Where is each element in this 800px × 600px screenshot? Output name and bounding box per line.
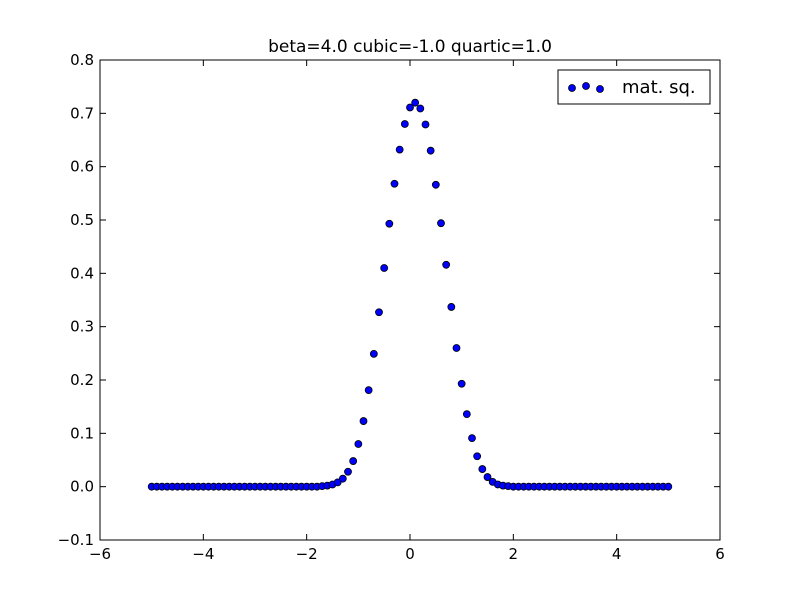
x-tick-label: −4 bbox=[192, 545, 214, 563]
points-layer bbox=[147, 98, 673, 491]
y-tick-label: 0.1 bbox=[70, 424, 94, 442]
chart-title: beta=4.0 cubic=-1.0 quartic=1.0 bbox=[268, 37, 552, 57]
y-tick-label: −0.1 bbox=[58, 531, 94, 549]
scatter-point bbox=[411, 98, 420, 107]
scatter-point bbox=[400, 120, 409, 128]
scatter-point bbox=[338, 474, 347, 483]
legend-marker bbox=[582, 82, 590, 90]
scatter-point bbox=[354, 440, 363, 448]
y-tick-label: 0.6 bbox=[70, 158, 94, 176]
scatter-point bbox=[447, 303, 456, 311]
scatter-point bbox=[344, 467, 352, 476]
scatter-point bbox=[369, 349, 378, 358]
scatter-point bbox=[442, 260, 451, 269]
scatter-point bbox=[406, 103, 414, 112]
scatter-point bbox=[664, 482, 673, 491]
x-tick-label: −6 bbox=[89, 545, 111, 563]
scatter-point bbox=[359, 417, 368, 425]
scatter-point bbox=[421, 120, 430, 129]
scatter-point bbox=[385, 219, 394, 228]
scatter-point bbox=[457, 379, 466, 388]
scatter-point bbox=[431, 180, 440, 189]
scatter-point bbox=[375, 308, 383, 317]
scatter-point bbox=[452, 344, 461, 352]
x-tick-label: 4 bbox=[612, 545, 622, 563]
ticks-layer: −6 −4 −2 0 2 4 6 −0.1 0.0 0.1 0.2 0.3 0.4 0.5 0.6 0.7 0.… bbox=[58, 51, 725, 563]
scatter-point bbox=[349, 457, 358, 465]
y-tick-label: 0.8 bbox=[70, 51, 94, 69]
plot-frame bbox=[99, 59, 721, 541]
scatter-point bbox=[426, 146, 435, 155]
x-tick-label: 0 bbox=[405, 545, 415, 563]
scatter-point bbox=[478, 465, 487, 473]
legend-marker bbox=[568, 84, 576, 92]
legend-marker bbox=[596, 85, 604, 93]
x-tick-label: −2 bbox=[296, 545, 318, 563]
scatter-point bbox=[380, 264, 389, 272]
scatter-point bbox=[473, 452, 482, 461]
y-tick-label: 0.7 bbox=[70, 104, 94, 122]
legend: mat. sq. bbox=[557, 69, 711, 105]
y-tick-label: 0.4 bbox=[70, 264, 94, 282]
scatter-point bbox=[333, 478, 342, 487]
scatter-point bbox=[395, 145, 404, 154]
scatter-point bbox=[364, 386, 373, 395]
y-tick-label: 0.0 bbox=[70, 478, 94, 496]
y-tick-label: 0.3 bbox=[70, 318, 94, 336]
legend-label: mat. sq. bbox=[622, 77, 696, 98]
scatter-point bbox=[390, 179, 399, 188]
y-tick-label: 0.2 bbox=[70, 371, 94, 389]
y-tick-label: 0.5 bbox=[70, 211, 94, 229]
x-tick-label: 2 bbox=[509, 545, 519, 563]
scatter-point bbox=[483, 473, 492, 481]
x-tick-label: 6 bbox=[715, 545, 725, 563]
scatter-point bbox=[462, 410, 471, 419]
scatter-point bbox=[437, 219, 445, 228]
scatter-point bbox=[416, 104, 425, 113]
scatter-point bbox=[468, 434, 476, 443]
